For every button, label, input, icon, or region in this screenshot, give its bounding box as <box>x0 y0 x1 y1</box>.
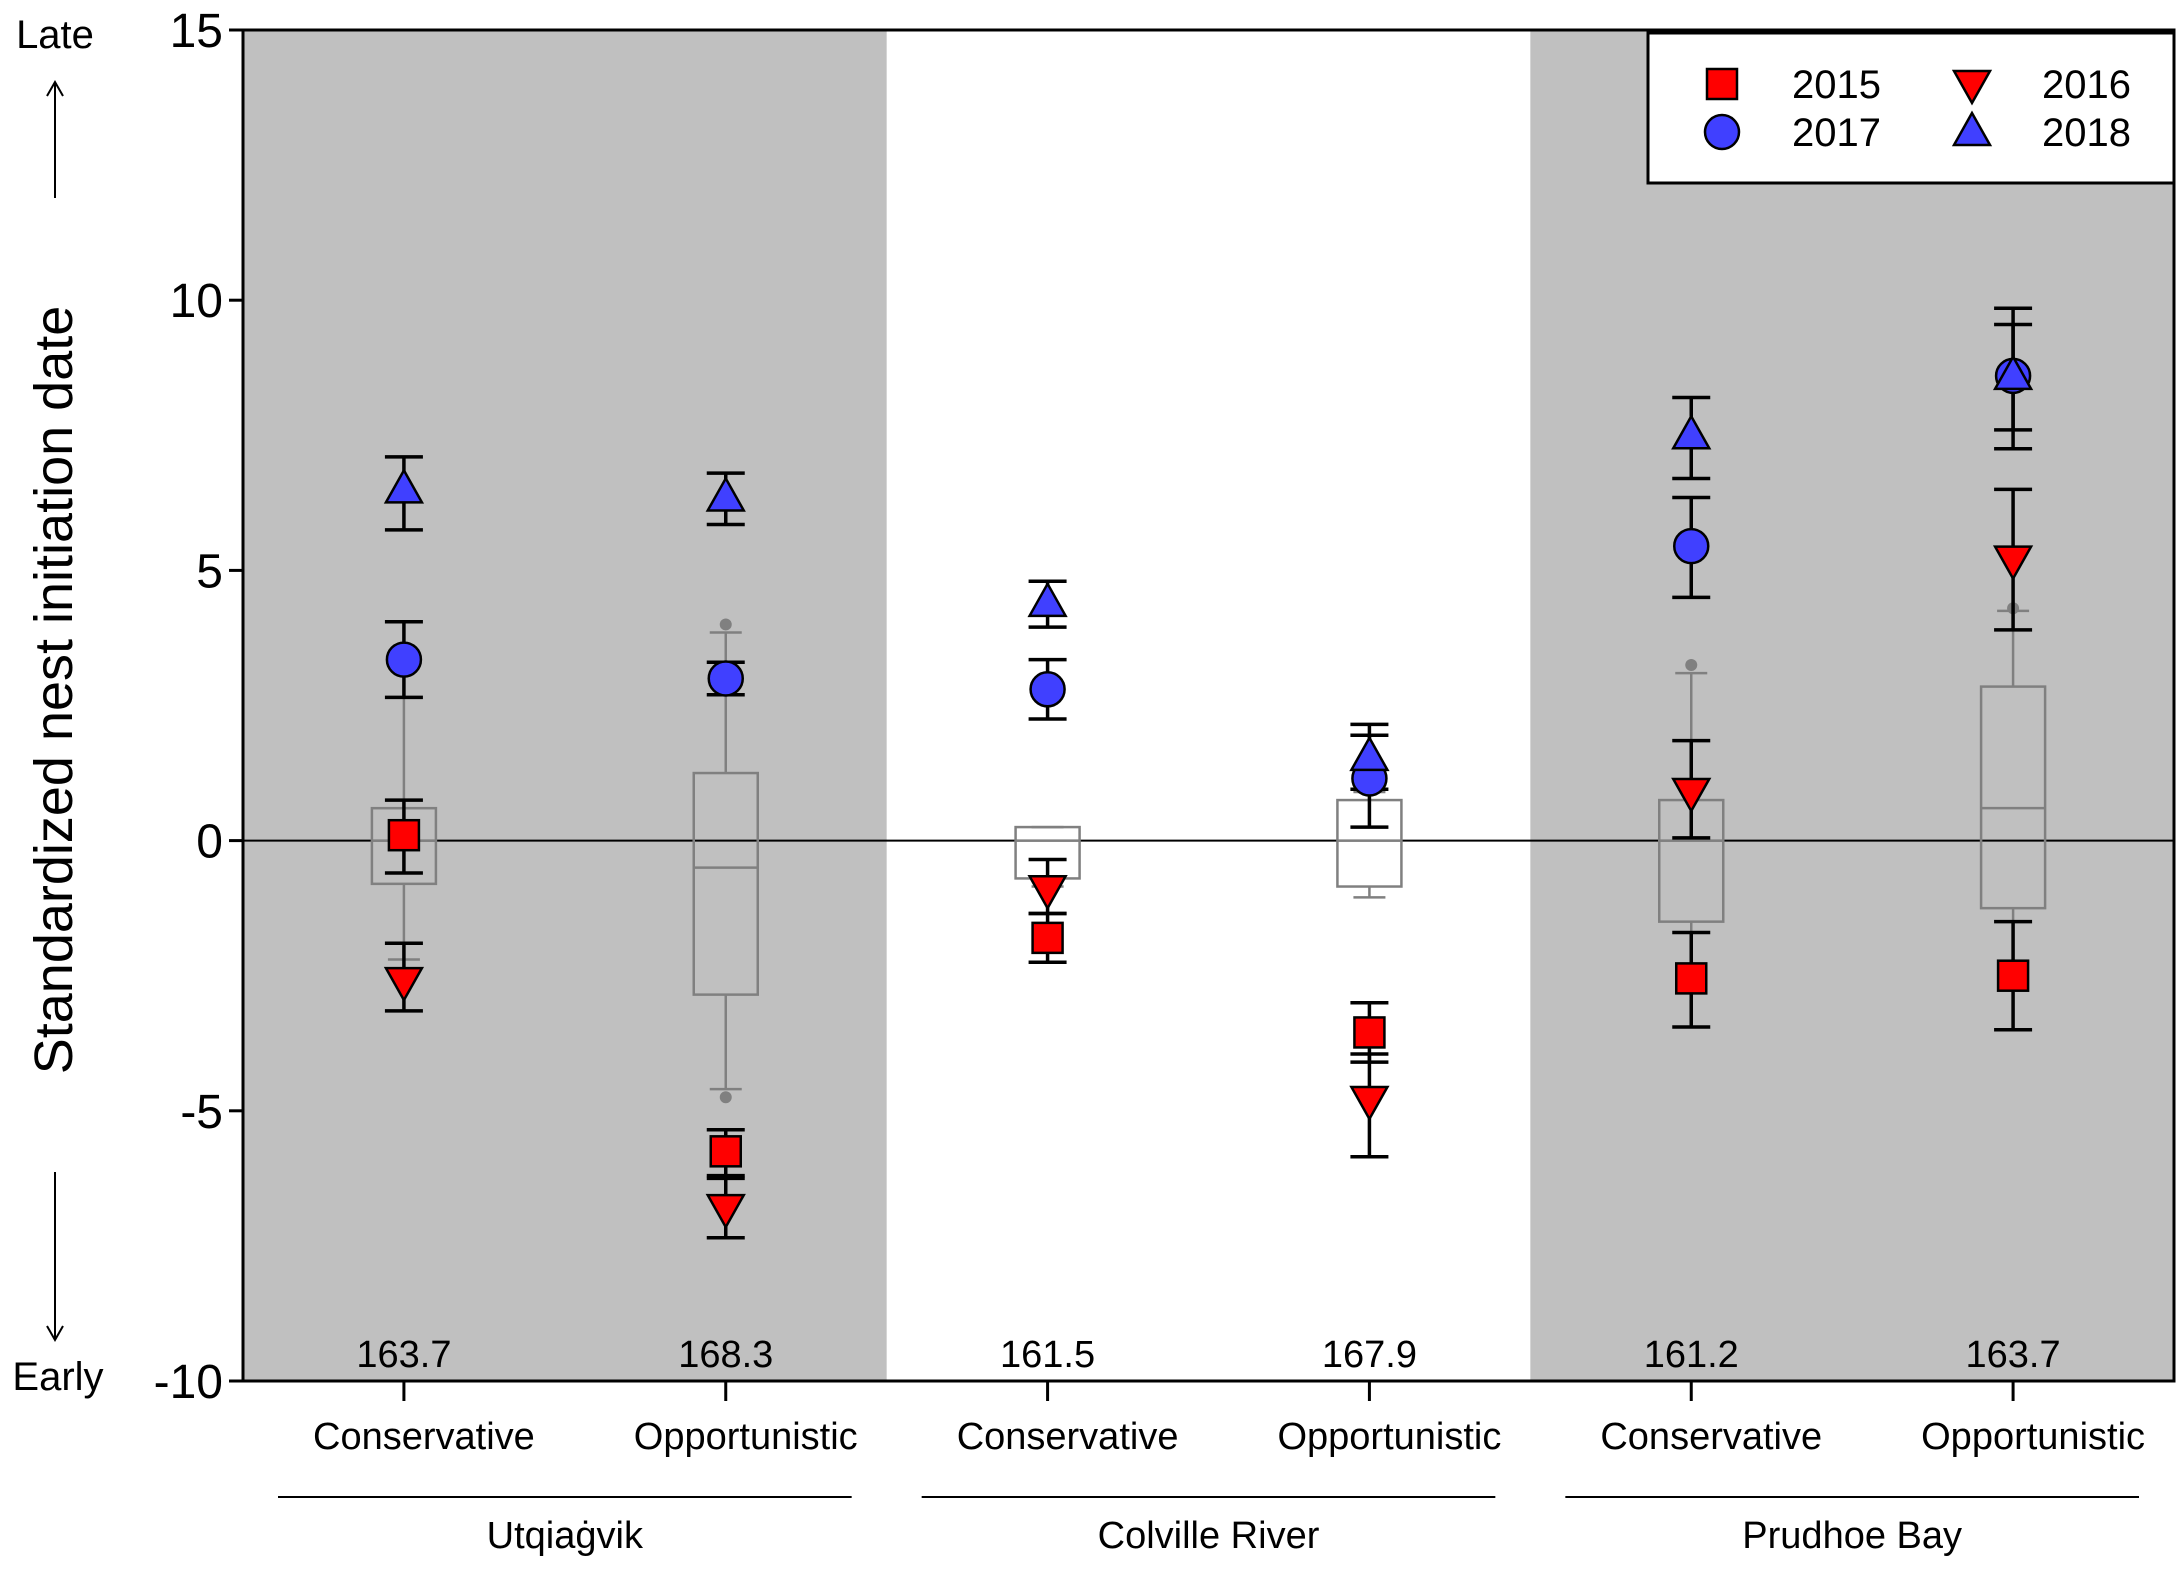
category-label: Opportunistic <box>1277 1416 1501 1458</box>
category-label: Conservative <box>1600 1416 1822 1458</box>
mean-date-label: 161.2 <box>1644 1334 1739 1376</box>
box-plot-1 <box>692 618 759 1104</box>
mean-date-label: 168.3 <box>678 1334 773 1376</box>
legend-label: 2015 <box>1792 63 1881 107</box>
box-iqr <box>1979 685 2047 910</box>
category-label: Conservative <box>313 1416 535 1458</box>
late-arrow <box>46 79 64 198</box>
point-2018-5 <box>1992 354 2034 391</box>
box-plot-5 <box>1979 602 2047 964</box>
site-label: Prudhoe Bay <box>1742 1515 1962 1557</box>
legend-label: 2018 <box>2042 111 2131 155</box>
mean-date-label: 163.7 <box>1966 1334 2061 1376</box>
y-tick-label: 5 <box>196 545 223 598</box>
point-2016-4 <box>1671 777 1712 814</box>
y-tick-label: -10 <box>154 1356 223 1409</box>
point-2017-1 <box>707 660 744 697</box>
point-2015-1 <box>709 1135 742 1168</box>
site-shade-2 <box>1530 30 2174 1381</box>
point-2017-0 <box>385 641 423 678</box>
site-shade-0 <box>243 30 887 1381</box>
plot-frame <box>241 28 2176 1383</box>
site-shading <box>243 30 2174 1381</box>
legend-item-2015: 2015 <box>1705 63 1881 107</box>
legend-marker <box>1951 69 1993 106</box>
point-2015-2 <box>1031 921 1064 955</box>
mean-date-label: 161.5 <box>1000 1334 1095 1376</box>
legend-item-2017: 2017 <box>1703 111 1881 155</box>
legend-item-2016: 2016 <box>1951 63 2131 107</box>
box-outlier <box>719 618 732 631</box>
point-2016-1 <box>705 1193 746 1230</box>
point-2016-5 <box>1992 545 2034 582</box>
y-tick-label: 10 <box>170 275 223 328</box>
mean-date-label: 163.7 <box>356 1334 451 1376</box>
site-label: Colville River <box>1098 1515 1320 1557</box>
y-axis-label: Standardized nest initiation date <box>24 306 84 1075</box>
legend-marker <box>1703 113 1741 151</box>
point-2016-3 <box>1349 1085 1390 1122</box>
category-label: Conservative <box>957 1416 1179 1458</box>
legend-label: 2016 <box>2042 63 2131 107</box>
category-label: Opportunistic <box>634 1416 858 1458</box>
point-2018-2 <box>1027 581 1068 618</box>
legend: 2015 2016 2017 2018 <box>1646 31 2176 185</box>
point-2018-1 <box>705 475 746 512</box>
box-outlier <box>719 1091 732 1104</box>
point-2018-3 <box>1349 735 1390 772</box>
early-label: Early <box>12 1355 103 1399</box>
point-2016-2 <box>1027 874 1068 911</box>
y-tick-label: -5 <box>180 1086 223 1139</box>
legend-label: 2017 <box>1792 111 1881 155</box>
y-axis: 15 10 5 0 -5 -10 <box>154 5 243 1409</box>
plot-border <box>241 28 2176 1383</box>
point-2016-0 <box>383 966 425 1003</box>
x-axis: 163.7 Conservative 168.3 Opportunistic 161.5… <box>278 1334 2145 1557</box>
legend-marker <box>1951 110 1993 147</box>
data-points <box>383 354 2034 1230</box>
point-2018-0 <box>383 467 425 504</box>
y-tick-label: 15 <box>170 5 223 58</box>
point-2018-4 <box>1671 413 1712 450</box>
point-2015-4 <box>1675 962 1708 995</box>
legend-box <box>1646 31 2176 185</box>
late-label: Late <box>16 13 94 57</box>
site-label: Utqiaġvik <box>487 1515 644 1557</box>
point-2017-4 <box>1673 527 1710 565</box>
legend-marker <box>1705 67 1739 101</box>
y-tick-label: 0 <box>196 816 223 869</box>
legend-item-2018: 2018 <box>1951 110 2131 155</box>
early-arrow <box>46 1172 64 1343</box>
box-iqr <box>692 771 759 996</box>
mean-date-label: 167.9 <box>1322 1334 1417 1376</box>
point-2015-5 <box>1996 959 2030 992</box>
point-2015-3 <box>1353 1016 1386 1049</box>
point-2017-2 <box>1029 671 1066 708</box>
box-outlier <box>1685 658 1698 671</box>
point-2015-0 <box>387 818 421 852</box>
category-label: Opportunistic <box>1921 1416 2145 1458</box>
